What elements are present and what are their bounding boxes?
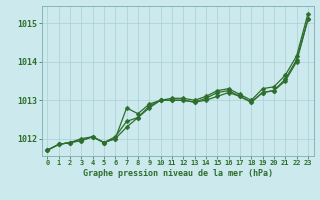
X-axis label: Graphe pression niveau de la mer (hPa): Graphe pression niveau de la mer (hPa) xyxy=(83,169,273,178)
